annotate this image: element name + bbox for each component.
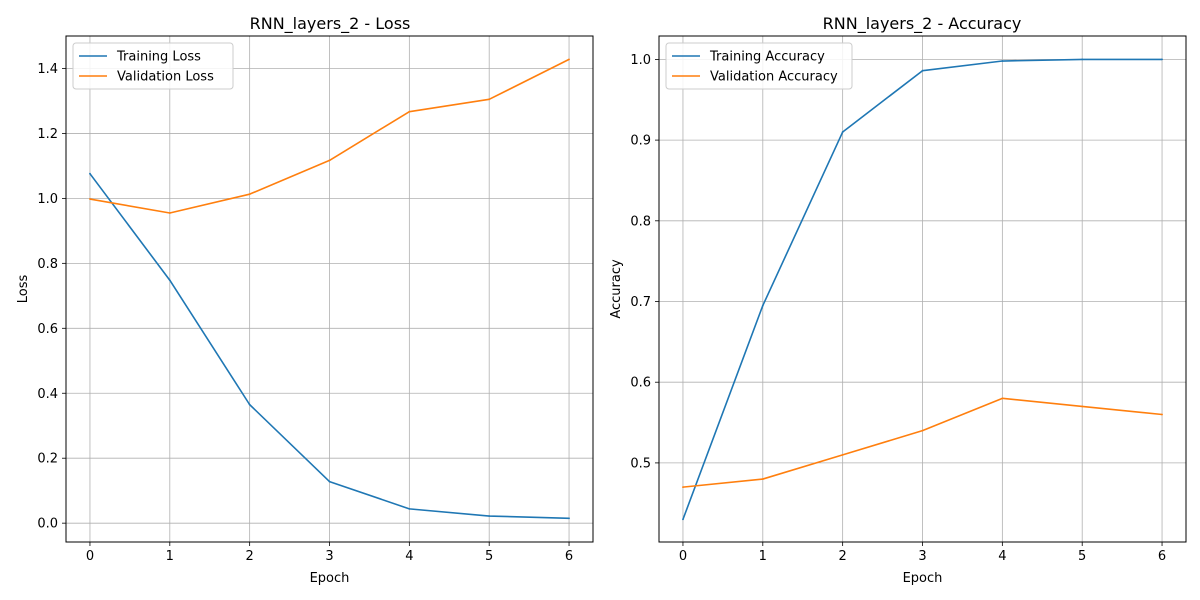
- loss-chart-data-point-validation-loss: [408, 110, 411, 113]
- loss-chart-legend-label: Training Loss: [116, 50, 201, 65]
- loss-chart-grid: [66, 36, 593, 542]
- accuracy-chart-data-point-validation-accuracy: [841, 453, 844, 456]
- accuracy-chart-x-tick-label: 0: [679, 549, 687, 564]
- loss-chart-y-tick-label: 0.4: [37, 387, 58, 402]
- accuracy-chart-x-tick-label: 4: [998, 549, 1006, 564]
- loss-chart-data-point-validation-loss: [568, 58, 570, 61]
- loss-chart-y-tick-label: 1.0: [37, 192, 58, 207]
- loss-chart-data-point-validation-loss: [89, 198, 91, 200]
- accuracy-chart-legend-label: Validation Accuracy: [710, 70, 838, 85]
- accuracy-chart-x-axis-label: Epoch: [903, 571, 943, 586]
- loss-chart-y-tick-label: 0.6: [37, 322, 58, 337]
- loss-chart-legend-label: Validation Loss: [117, 70, 214, 85]
- loss-chart-data-point-validation-loss: [488, 98, 491, 101]
- accuracy-chart-data-point-validation-accuracy: [761, 478, 764, 480]
- accuracy-chart-y-tick-label: 0.7: [630, 295, 651, 310]
- loss-chart-y-tick-label: 0.2: [37, 452, 58, 467]
- accuracy-chart-series: [682, 58, 1163, 521]
- accuracy-chart-data-point-training-accuracy: [761, 304, 764, 307]
- loss-chart-x-tick-label: 3: [325, 549, 333, 564]
- accuracy-chart-data-point-validation-accuracy: [1001, 397, 1004, 400]
- loss-chart-x-axis-label: Epoch: [310, 571, 350, 586]
- loss-chart: RNN_layers_2 - Loss 0 1 2 3 4 5 6 0.0 0.2 0.4 0.6…: [16, 14, 594, 586]
- accuracy-chart-data-point-validation-accuracy: [1161, 413, 1163, 416]
- loss-chart-title: RNN_layers_2 - Loss: [250, 14, 411, 34]
- loss-chart-data-point-validation-loss: [248, 193, 251, 196]
- loss-chart-legend-box: [72, 42, 234, 90]
- accuracy-chart-y-axis-label: Accuracy: [609, 259, 624, 319]
- accuracy-chart-x-tick-label: 5: [1078, 549, 1086, 564]
- loss-chart-data-point-training-loss: [408, 507, 411, 510]
- loss-chart-data-point-training-loss: [248, 403, 251, 406]
- loss-chart-x-tick-label: 6: [565, 549, 573, 564]
- accuracy-chart-data-point-validation-accuracy: [682, 486, 684, 489]
- loss-chart-x-tick-label: 2: [246, 549, 254, 564]
- accuracy-chart-data-point-training-accuracy: [1081, 58, 1084, 61]
- accuracy-chart-y-tick-label: 1.0: [630, 53, 651, 68]
- accuracy-chart-y-tick-label: 0.5: [630, 456, 651, 471]
- accuracy-chart-y-tick-label: 0.8: [630, 214, 651, 229]
- loss-chart-data-point-training-loss: [488, 515, 491, 517]
- accuracy-chart-data-point-training-accuracy: [1001, 60, 1004, 62]
- accuracy-chart-data-point-validation-accuracy: [1081, 405, 1084, 408]
- accuracy-chart-y-tick-label: 0.6: [630, 376, 651, 391]
- loss-chart-x-ticks: 0 1 2 3 4 5 6: [86, 542, 573, 564]
- accuracy-chart-data-point-validation-accuracy: [921, 429, 924, 432]
- loss-chart-y-axis-label: Loss: [16, 275, 31, 304]
- loss-chart-plot-frame: [65, 35, 594, 543]
- loss-chart-data-point-validation-loss: [328, 159, 331, 162]
- loss-chart-data-point-training-loss: [328, 480, 331, 483]
- loss-chart-y-tick-label: 0.0: [37, 517, 58, 532]
- accuracy-chart-legend: Training Accuracy Validation Accuracy: [665, 42, 853, 90]
- accuracy-chart-data-point-training-accuracy: [1161, 58, 1163, 61]
- loss-chart-series: [89, 58, 570, 520]
- accuracy-chart-title: RNN_layers_2 - Accuracy: [823, 14, 1022, 34]
- accuracy-chart-data-point-training-accuracy: [921, 69, 924, 72]
- accuracy-chart-data-point-training-accuracy: [841, 131, 844, 133]
- accuracy-chart-y-ticks: 0.5 0.6 0.7 0.8 0.9 1.0: [630, 53, 659, 471]
- loss-chart-data-point-training-loss: [568, 517, 570, 520]
- loss-chart-y-tick-label: 1.2: [37, 127, 58, 142]
- accuracy-chart-grid: [659, 36, 1186, 542]
- accuracy-chart-legend-box: [665, 42, 853, 90]
- loss-chart-y-ticks: 0.0 0.2 0.4 0.6 0.8 1.0 1.2 1.4: [37, 62, 66, 532]
- loss-chart-data-point-validation-loss: [168, 212, 171, 214]
- accuracy-chart-data-point-training-accuracy: [682, 518, 684, 521]
- loss-chart-data-point-training-loss: [168, 279, 171, 282]
- accuracy-chart-x-tick-label: 2: [839, 549, 847, 564]
- accuracy-chart-x-tick-label: 6: [1158, 549, 1166, 564]
- accuracy-chart-y-tick-label: 0.9: [630, 134, 651, 149]
- loss-chart-x-tick-label: 5: [485, 549, 493, 564]
- loss-chart-x-tick-label: 4: [405, 549, 413, 564]
- loss-chart-y-tick-label: 1.4: [37, 62, 58, 77]
- accuracy-chart-x-ticks: 0 1 2 3 4 5 6: [679, 542, 1166, 564]
- loss-chart-legend: Training Loss Validation Loss: [72, 42, 234, 90]
- loss-chart-y-tick-label: 0.8: [37, 257, 58, 272]
- accuracy-chart-plot-frame: [658, 35, 1187, 543]
- loss-chart-x-tick-label: 0: [86, 549, 94, 564]
- loss-chart-data-point-training-loss: [89, 172, 91, 175]
- accuracy-chart-legend-label: Training Accuracy: [709, 50, 825, 65]
- loss-chart-x-tick-label: 1: [166, 549, 174, 564]
- accuracy-chart-x-tick-label: 1: [759, 549, 767, 564]
- accuracy-chart-x-tick-label: 3: [918, 549, 926, 564]
